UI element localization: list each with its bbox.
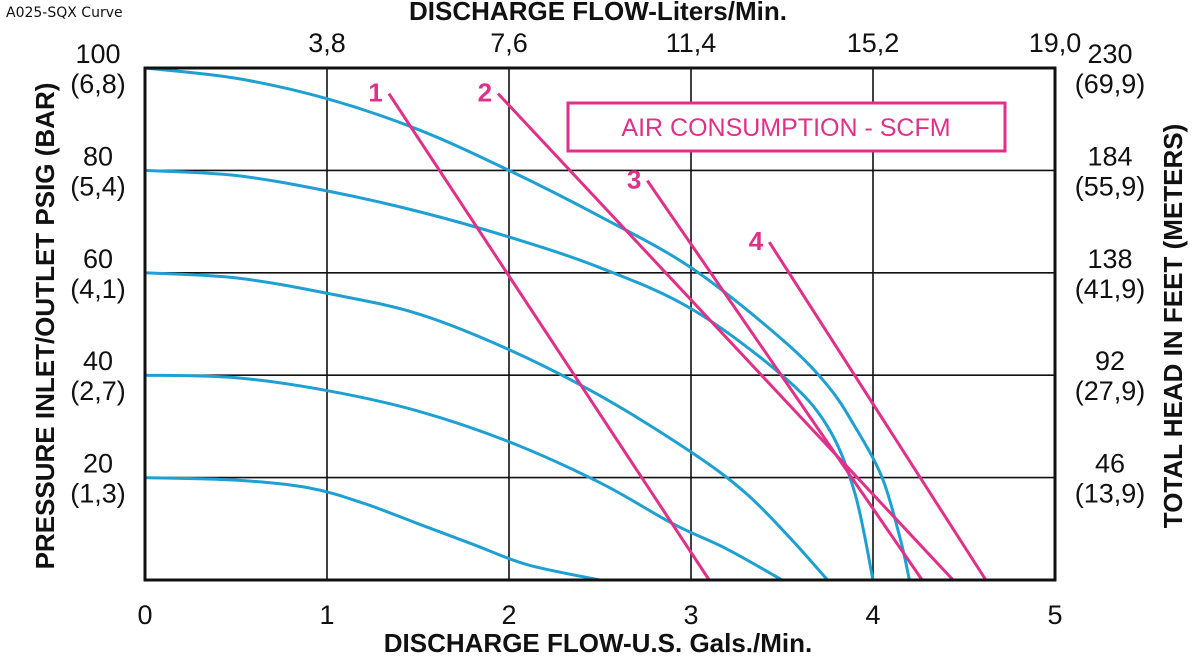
- air-line-label-1: 1: [368, 78, 382, 108]
- y-axis-title-right: TOTAL HEAD IN FEET (METERS): [1158, 124, 1188, 528]
- x-tick-label: 4: [865, 600, 880, 630]
- y-right-tick-feet: 138: [1087, 244, 1132, 274]
- y-right-tick-meters: (55,9): [1075, 171, 1146, 201]
- air-line-label-3: 3: [627, 165, 641, 195]
- y-left-tick-bar: (1,3): [70, 479, 126, 509]
- x-tick-label: 2: [501, 600, 516, 630]
- x-axis-title-top: DISCHARGE FLOW-Liters/Min.: [409, 0, 787, 26]
- y-left-tick-bar: (2,7): [70, 376, 126, 406]
- performance-curve-1: [143, 66, 911, 582]
- x-tick-label: 0: [137, 600, 152, 630]
- performance-curves: [143, 66, 911, 582]
- performance-curve-3: [143, 271, 829, 582]
- air-line-3: [646, 179, 924, 581]
- x-top-tick-label: 3,8: [308, 28, 346, 58]
- y-left-tick-psig: 20: [83, 449, 113, 479]
- x-top-tick-label: 11,4: [666, 28, 717, 58]
- performance-curve-2: [143, 168, 875, 582]
- x-top-tick-label: 7,6: [490, 28, 528, 58]
- y-left-tick-psig: 100: [75, 39, 120, 69]
- performance-curve-5: [143, 476, 602, 582]
- y-left-tick-psig: 60: [83, 244, 113, 274]
- air-line-2: [496, 92, 955, 582]
- y-right-tick-meters: (41,9): [1075, 274, 1146, 304]
- y-left-tick-bar: (4,1): [70, 274, 126, 304]
- x-tick-label: 5: [1047, 600, 1062, 630]
- air-line-1: [387, 92, 711, 581]
- plot-border: [143, 66, 1057, 582]
- y-left-tick-psig: 40: [83, 346, 113, 376]
- y-right-tick-meters: (69,9): [1075, 69, 1146, 99]
- corner-label: A025-SQX Curve: [6, 5, 123, 21]
- air-line-4: [767, 241, 988, 581]
- performance-curve-4: [143, 373, 784, 582]
- y-left-tick-psig: 80: [83, 141, 113, 171]
- y-right-tick-meters: (13,9): [1075, 479, 1146, 509]
- y-left-tick-bar: (6,8): [70, 69, 126, 99]
- y-right-tick-meters: (27,9): [1075, 376, 1146, 406]
- air-consumption-box-frame: [566, 101, 1007, 153]
- plot-frame: [143, 66, 1057, 582]
- y-left-tick-bar: (5,4): [70, 171, 126, 201]
- x-tick-label: 3: [683, 600, 698, 630]
- air-line-label-4: 4: [749, 226, 764, 256]
- x-tick-label: 1: [319, 600, 334, 630]
- y-right-tick-feet: 184: [1087, 141, 1132, 171]
- y-right-tick-feet: 46: [1095, 449, 1125, 479]
- x-axis-title: DISCHARGE FLOW-U.S. Gals./Min.: [384, 628, 813, 658]
- tick-labels: 0 1 2 3 4 5 3,8 7,6 11,4 15,2 19,0 100(6,8) 80(5,4) 6…: [70, 28, 1145, 630]
- axis-labels: DISCHARGE FLOW-U.S. Gals./Min. DISCHARGE…: [30, 0, 1188, 658]
- air-consumption-box: AIR CONSUMPTION - SCFM: [566, 101, 1007, 153]
- y-right-tick-feet: 230: [1087, 39, 1132, 69]
- y-right-tick-feet: 92: [1095, 346, 1125, 376]
- x-top-tick-label: 19,0: [1029, 28, 1082, 58]
- air-consumption-box-label: AIR CONSUMPTION - SCFM: [621, 114, 950, 142]
- x-top-tick-label: 15,2: [847, 28, 900, 58]
- air-consumption-lines: 1 2 3 4: [368, 78, 988, 582]
- y-axis-title: PRESSURE INLET/OUTLET PSIG (BAR): [30, 83, 60, 570]
- air-line-label-2: 2: [478, 78, 492, 108]
